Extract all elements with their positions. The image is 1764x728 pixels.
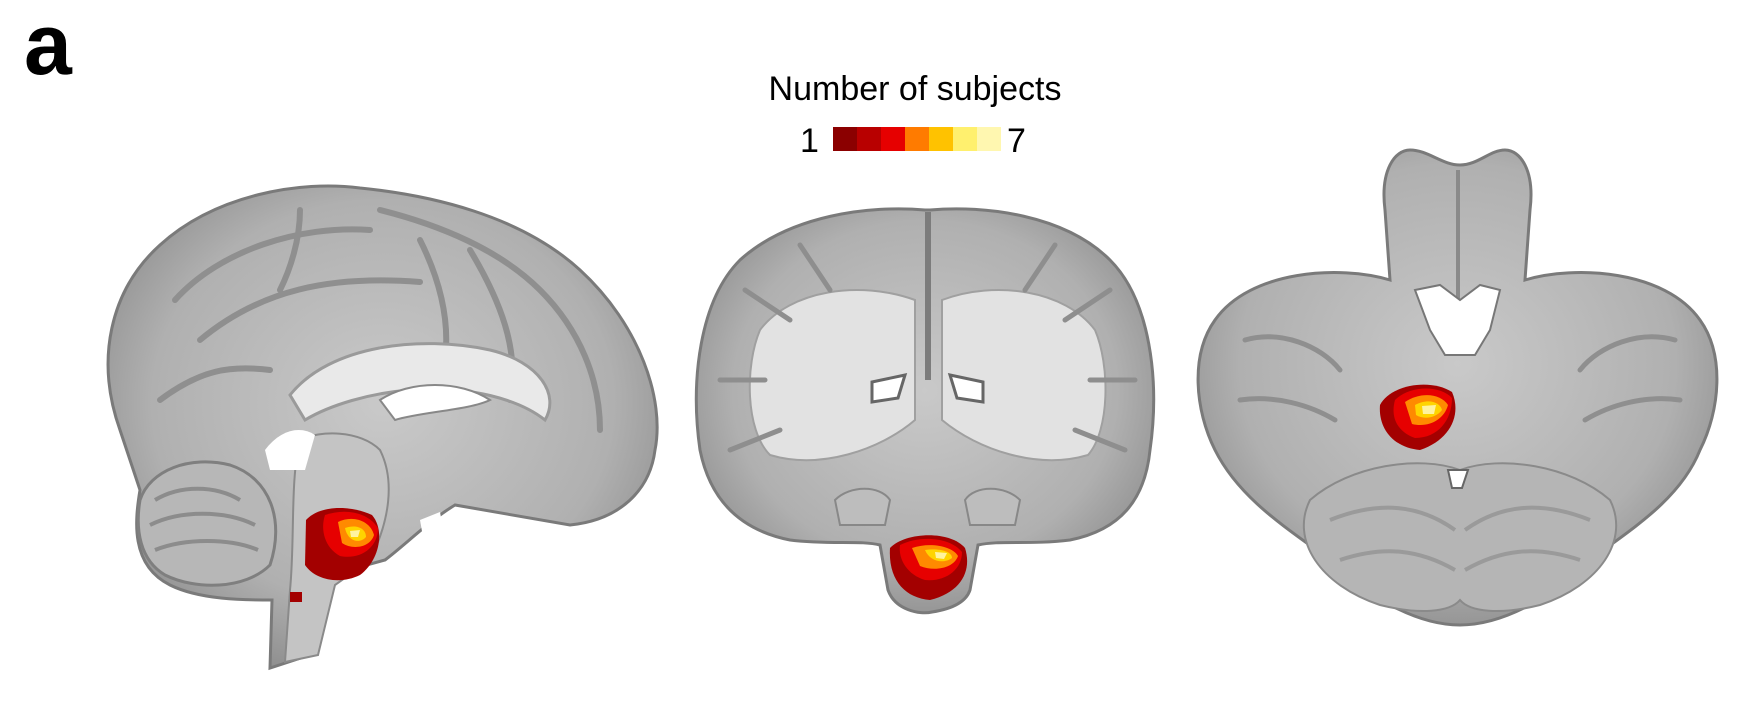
coronal-view bbox=[694, 207, 1156, 615]
axial-activation bbox=[1379, 384, 1456, 450]
axial-cerebellum-folia bbox=[1329, 505, 1591, 572]
sagittal-gap bbox=[420, 512, 445, 548]
colorbar-swatch-1 bbox=[833, 127, 857, 151]
panel-label: a bbox=[24, 0, 72, 93]
colorbar-swatch-2 bbox=[857, 127, 881, 151]
coronal-subcortex-left bbox=[833, 487, 892, 526]
fourth-ventricle bbox=[1446, 469, 1470, 489]
coronal-subcortex-right bbox=[963, 487, 1022, 526]
axial-cistern bbox=[1413, 283, 1502, 356]
legend-max-label: 7 bbox=[1007, 122, 1026, 160]
colorbar-swatch-6 bbox=[953, 127, 977, 151]
left-ventricle bbox=[870, 373, 908, 404]
legend-title: Number of subjects bbox=[768, 70, 1062, 108]
cerebellum-folia bbox=[149, 486, 259, 552]
corpus-callosum bbox=[288, 342, 552, 423]
colorbar-legend: Number of subjects 1 7 bbox=[0, 0, 1764, 160]
sagittal-ventricle bbox=[378, 384, 492, 422]
axial-sulci bbox=[1237, 334, 1683, 423]
colorbar-swatch-4 bbox=[905, 127, 929, 151]
sagittal-gap bbox=[265, 430, 315, 470]
axial-view bbox=[1196, 148, 1719, 627]
colorbar bbox=[833, 127, 1001, 151]
right-ventricle bbox=[947, 373, 985, 404]
sagittal-activation bbox=[290, 508, 380, 602]
coronal-white-matter bbox=[748, 289, 1107, 462]
colorbar-swatch-3 bbox=[881, 127, 905, 151]
colorbar-swatch-5 bbox=[929, 127, 953, 151]
coronal-activation bbox=[889, 535, 968, 600]
sagittal-brain-outline bbox=[106, 184, 659, 671]
sagittal-view bbox=[106, 184, 659, 671]
legend-min-label: 1 bbox=[800, 122, 819, 160]
colorbar-swatch-7 bbox=[977, 127, 1001, 151]
sagittal-sulci bbox=[157, 207, 603, 433]
coronal-sulci bbox=[717, 242, 1138, 453]
